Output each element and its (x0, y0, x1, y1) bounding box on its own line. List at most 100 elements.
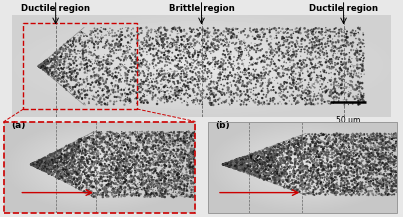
Point (263, 173, 270, 177)
Point (110, 169, 117, 173)
Point (157, 192, 163, 196)
Point (221, 163, 228, 166)
Point (42, 170, 48, 173)
Point (95, 63, 101, 67)
Point (66, 165, 72, 169)
Point (298, 38, 305, 41)
Point (378, 193, 384, 196)
Point (66, 158, 73, 162)
Point (270, 179, 276, 183)
Point (192, 144, 198, 148)
Point (40, 169, 47, 172)
Point (141, 186, 147, 190)
Point (355, 146, 361, 149)
Point (350, 191, 356, 195)
Point (137, 141, 144, 144)
Point (35, 162, 42, 166)
Point (105, 53, 111, 57)
Point (184, 139, 191, 143)
Point (55, 79, 61, 82)
Point (281, 160, 288, 163)
Point (65, 56, 71, 59)
Point (241, 164, 247, 167)
Point (65, 146, 71, 150)
Point (145, 151, 151, 155)
Point (336, 73, 342, 76)
Point (166, 180, 173, 184)
Point (356, 154, 362, 158)
Point (320, 146, 326, 149)
Point (316, 179, 322, 182)
Point (320, 160, 326, 164)
Point (69, 182, 76, 186)
Point (69, 164, 75, 168)
Point (258, 71, 264, 74)
Point (376, 193, 382, 196)
Point (393, 142, 399, 145)
Point (322, 151, 328, 155)
Point (39, 164, 45, 167)
Point (54, 164, 60, 168)
Point (139, 182, 145, 186)
Point (386, 149, 392, 152)
Point (131, 146, 137, 150)
Point (42, 64, 49, 68)
Point (97, 98, 103, 102)
Point (50, 58, 56, 61)
Point (221, 74, 228, 78)
Point (93, 79, 100, 82)
Point (185, 84, 191, 87)
Point (328, 146, 335, 149)
Point (278, 95, 285, 99)
Point (381, 175, 387, 179)
Point (340, 169, 346, 173)
Point (294, 169, 300, 173)
Point (368, 138, 375, 142)
Point (332, 160, 339, 164)
Point (29, 163, 35, 166)
Point (231, 160, 237, 163)
Point (224, 163, 231, 167)
Point (327, 91, 333, 95)
Point (72, 159, 79, 163)
Point (222, 163, 229, 166)
Point (58, 166, 64, 169)
Point (91, 180, 98, 183)
Point (271, 169, 278, 173)
Point (342, 134, 348, 138)
Point (287, 165, 293, 168)
Point (181, 48, 187, 51)
Point (282, 169, 288, 173)
Point (380, 146, 387, 149)
Point (171, 188, 177, 192)
Point (158, 172, 165, 175)
Point (280, 171, 287, 174)
Point (266, 176, 273, 180)
Point (271, 79, 278, 82)
Point (154, 72, 160, 76)
Point (349, 187, 355, 191)
Point (57, 160, 63, 164)
Point (98, 165, 104, 169)
Point (308, 35, 314, 38)
Point (225, 86, 232, 90)
Point (319, 156, 325, 159)
Point (159, 60, 165, 64)
Point (264, 176, 271, 180)
Point (129, 133, 135, 136)
Point (256, 158, 262, 161)
Point (58, 58, 64, 61)
Point (145, 146, 151, 149)
Point (153, 38, 160, 42)
Point (84, 35, 90, 38)
Point (91, 161, 98, 164)
Point (246, 80, 253, 84)
Point (34, 162, 40, 165)
Point (255, 161, 262, 165)
Point (71, 176, 77, 179)
Point (280, 161, 286, 165)
Point (277, 161, 284, 165)
Point (64, 145, 70, 148)
Point (211, 38, 217, 41)
Point (110, 162, 116, 166)
